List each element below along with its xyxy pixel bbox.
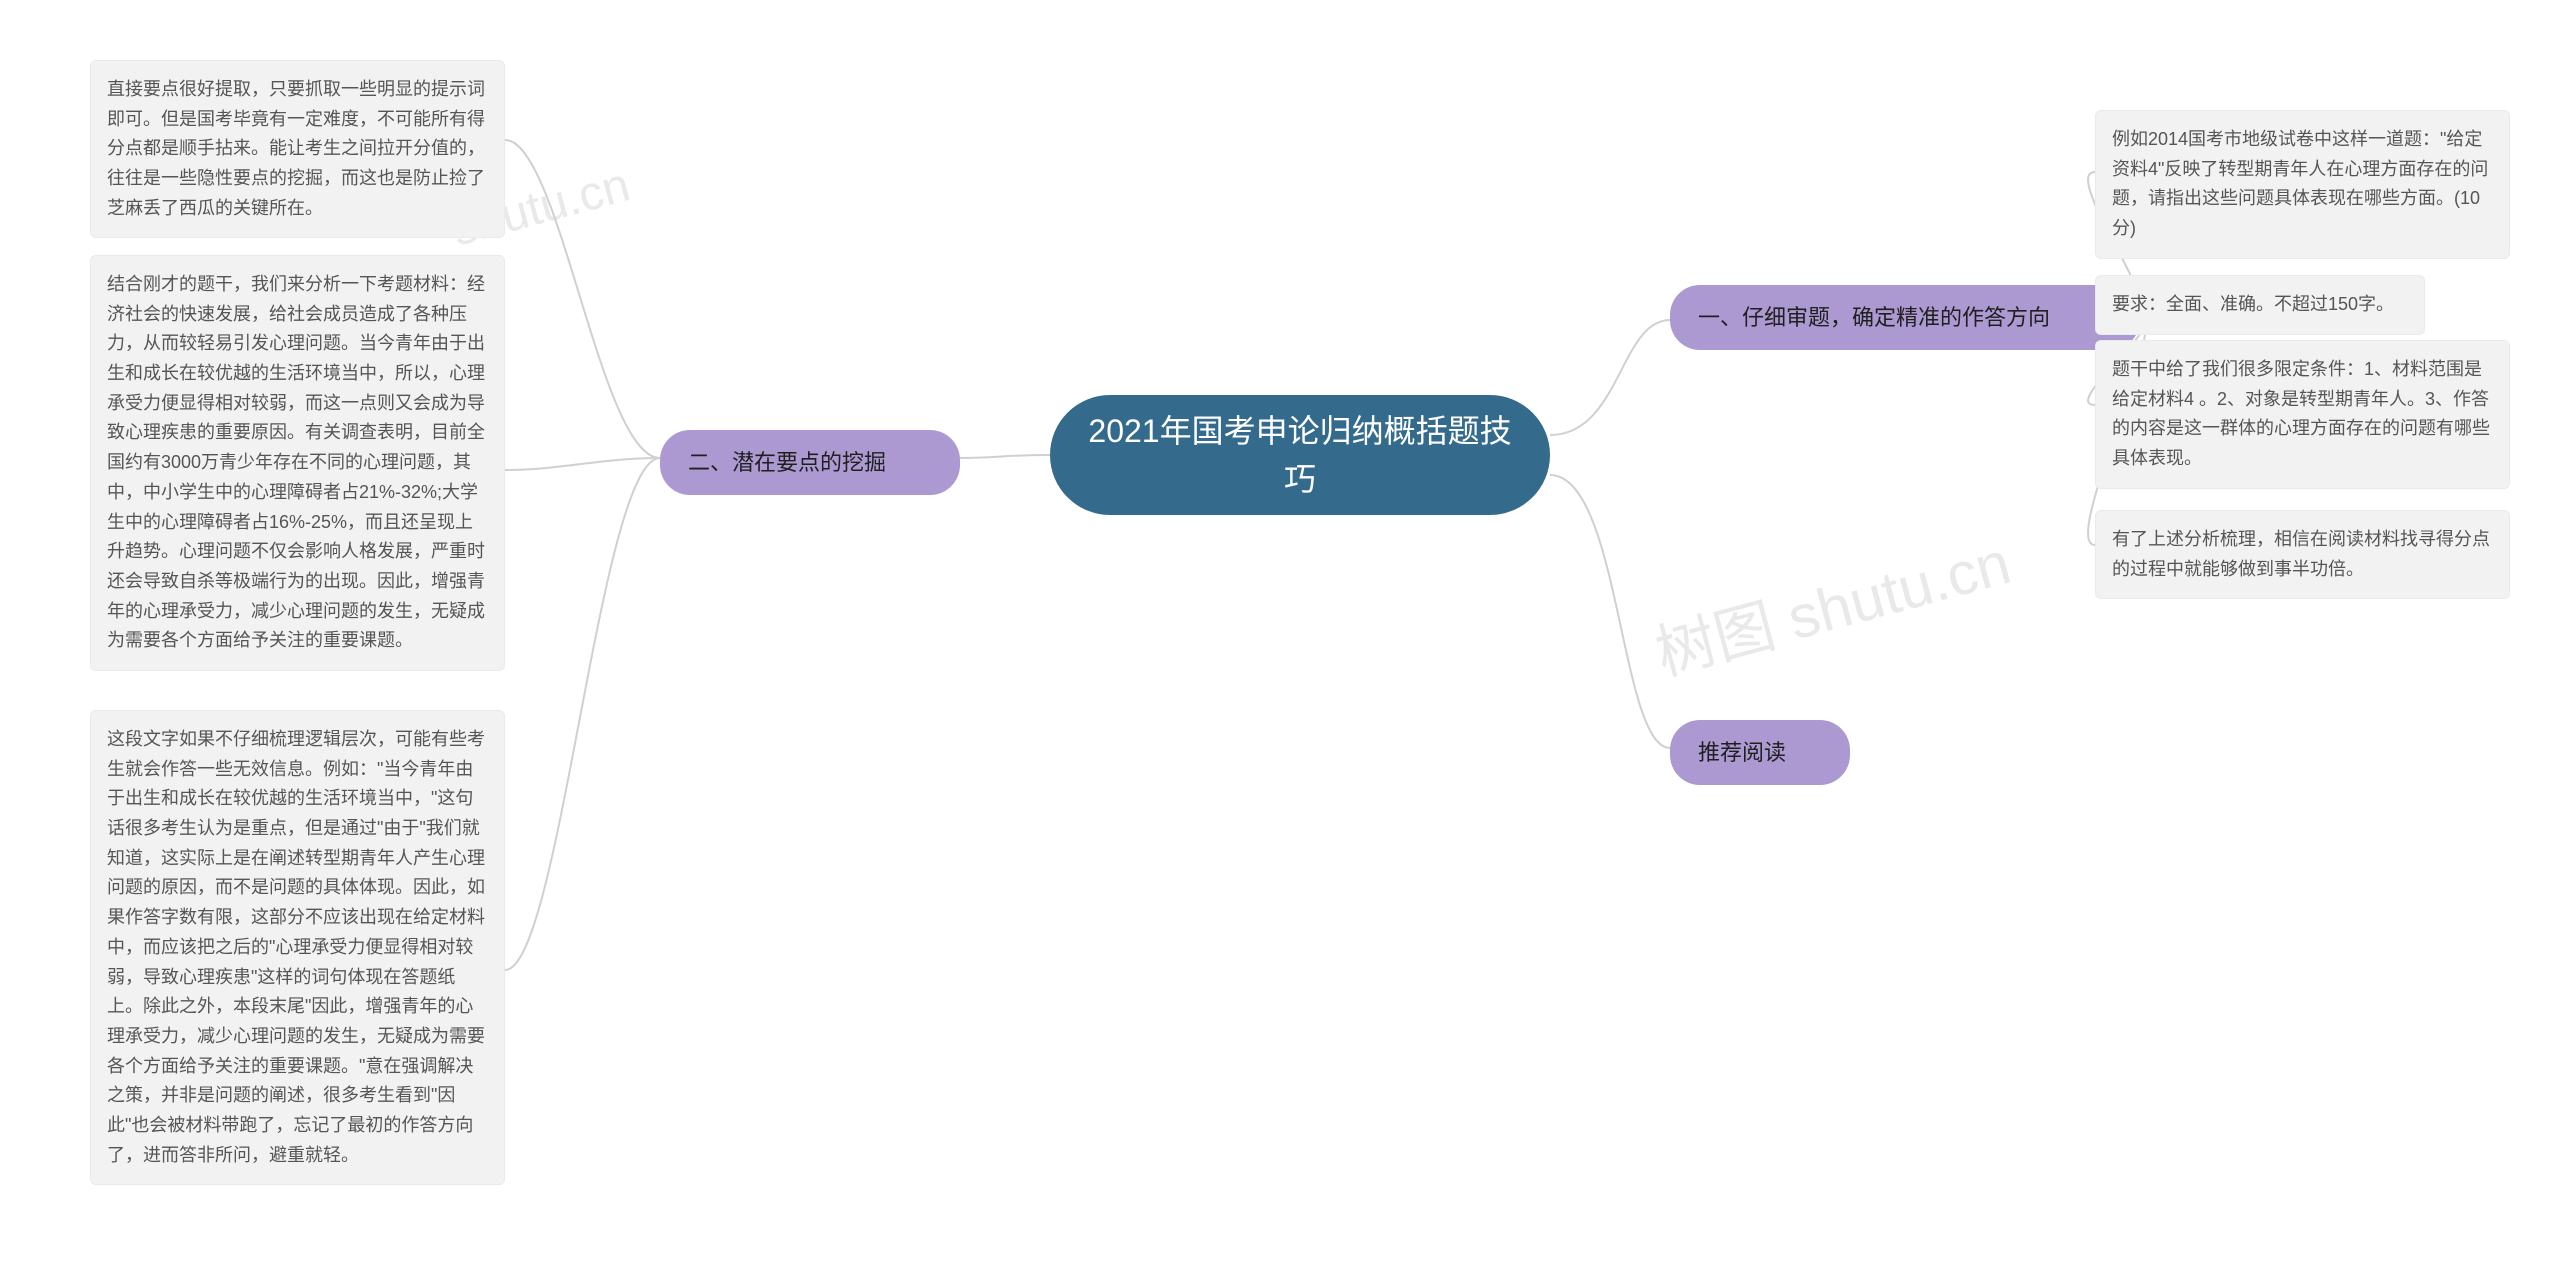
branch-node-3[interactable]: 推荐阅读 xyxy=(1670,720,1850,785)
leaf-r3-text: 题干中给了我们很多限定条件：1、材料范围是给定材料4 。2、对象是转型期青年人。… xyxy=(2112,359,2490,468)
leaf-l2[interactable]: 结合刚才的题干，我们来分析一下考题材料：经济社会的快速发展，给社会成员造成了各种… xyxy=(90,255,505,671)
leaf-r2[interactable]: 要求：全面、准确。不超过150字。 xyxy=(2095,275,2425,335)
center-node-label: 2021年国考申论归纳概括题技巧 xyxy=(1080,407,1520,503)
watermark-2: 树图 shutu.cn xyxy=(1645,514,2019,692)
leaf-r4[interactable]: 有了上述分析梳理，相信在阅读材料找寻得分点的过程中就能够做到事半功倍。 xyxy=(2095,510,2510,599)
leaf-r3[interactable]: 题干中给了我们很多限定条件：1、材料范围是给定材料4 。2、对象是转型期青年人。… xyxy=(2095,340,2510,489)
leaf-l3[interactable]: 这段文字如果不仔细梳理逻辑层次，可能有些考生就会作答一些无效信息。例如："当今青… xyxy=(90,710,505,1185)
leaf-r1[interactable]: 例如2014国考市地级试卷中这样一道题："给定资料4"反映了转型期青年人在心理方… xyxy=(2095,110,2510,259)
center-node[interactable]: 2021年国考申论归纳概括题技巧 xyxy=(1050,395,1550,515)
branch-node-2[interactable]: 二、潜在要点的挖掘 xyxy=(660,430,960,495)
branch-1-label: 一、仔细审题，确定精准的作答方向 xyxy=(1698,305,2050,330)
branch-3-label: 推荐阅读 xyxy=(1698,740,1786,765)
leaf-l2-text: 结合刚才的题干，我们来分析一下考题材料：经济社会的快速发展，给社会成员造成了各种… xyxy=(107,274,485,650)
leaf-l1-text: 直接要点很好提取，只要抓取一些明显的提示词即可。但是国考毕竟有一定难度，不可能所… xyxy=(107,79,485,218)
leaf-r4-text: 有了上述分析梳理，相信在阅读材料找寻得分点的过程中就能够做到事半功倍。 xyxy=(2112,529,2490,579)
leaf-r1-text: 例如2014国考市地级试卷中这样一道题："给定资料4"反映了转型期青年人在心理方… xyxy=(2112,129,2488,238)
leaf-l1[interactable]: 直接要点很好提取，只要抓取一些明显的提示词即可。但是国考毕竟有一定难度，不可能所… xyxy=(90,60,505,238)
leaf-l3-text: 这段文字如果不仔细梳理逻辑层次，可能有些考生就会作答一些无效信息。例如："当今青… xyxy=(107,729,485,1165)
branch-node-1[interactable]: 一、仔细审题，确定精准的作答方向 xyxy=(1670,285,2140,350)
branch-2-label: 二、潜在要点的挖掘 xyxy=(688,450,886,475)
leaf-r2-text: 要求：全面、准确。不超过150字。 xyxy=(2112,294,2394,314)
